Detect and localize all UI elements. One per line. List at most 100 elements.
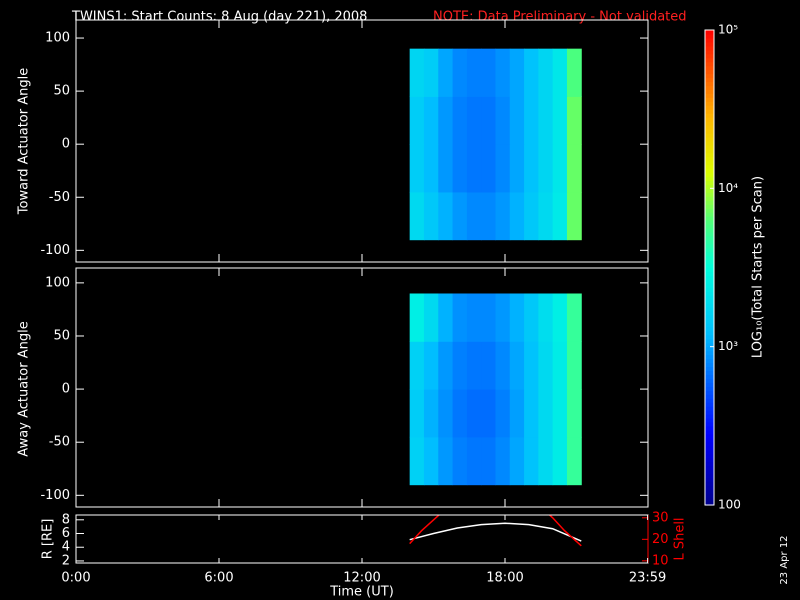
y-tick-label: -50 <box>49 190 70 205</box>
colorbar-swatch <box>705 501 714 506</box>
colorbar-swatch <box>705 227 714 233</box>
colorbar-swatch <box>705 49 714 55</box>
colorbar-swatch <box>705 152 714 158</box>
colorbar-swatch <box>705 437 714 443</box>
colorbar-swatch <box>705 425 714 431</box>
y2-tick-label: 20 <box>652 532 669 547</box>
colorbar-swatch <box>705 307 714 312</box>
heatmap-cell <box>452 48 468 97</box>
colorbar-swatch <box>705 362 714 368</box>
colorbar-swatch <box>705 168 714 174</box>
heatmap-cell <box>538 341 554 390</box>
y-tick-label: 8 <box>62 512 70 527</box>
colorbar-swatch <box>705 41 714 47</box>
heatmap-cell <box>495 191 511 241</box>
colorbar-swatch <box>705 410 714 415</box>
heatmap-cell <box>566 96 582 145</box>
heatmap-cell <box>466 96 482 145</box>
colorbar-swatch <box>705 275 714 280</box>
colorbar-swatch <box>705 497 714 502</box>
heatmap-cell <box>423 293 439 342</box>
heatmap-cell <box>509 436 525 486</box>
colorbar-swatch <box>705 315 714 320</box>
heatmap-cell <box>538 293 554 342</box>
x-tick-label: 23:59 <box>629 571 666 586</box>
heatmap-cell <box>466 293 482 342</box>
colorbar-swatch <box>705 223 714 229</box>
heatmap-cell <box>481 191 496 241</box>
y-tick-label: -50 <box>49 435 70 450</box>
colorbar-swatch <box>705 212 714 217</box>
colorbar-tick-label: 10³ <box>718 339 738 353</box>
heatmap-cell <box>423 436 439 486</box>
y-axis-label: Away Actuator Angle <box>17 321 32 456</box>
colorbar-swatch <box>705 378 714 383</box>
heatmap-cell <box>438 341 454 390</box>
colorbar-swatch <box>705 259 714 265</box>
colorbar-swatch <box>705 485 714 490</box>
colorbar-swatch <box>705 172 714 178</box>
heatmap-cell <box>481 96 496 145</box>
colorbar-swatch <box>705 85 714 90</box>
colorbar-swatch <box>705 406 714 411</box>
colorbar-swatch <box>705 342 714 348</box>
colorbar-swatch <box>705 473 714 478</box>
colorbar-swatch <box>705 61 714 67</box>
chart-title: TWINS1: Start Counts: 8 Aug (day 221), 2… <box>71 10 367 25</box>
y-tick-label: 0 <box>62 382 70 397</box>
heatmap-cell <box>538 191 554 241</box>
heatmap-cell <box>495 96 511 145</box>
y-tick-label: 100 <box>45 275 70 290</box>
heatmap-cell <box>495 436 511 486</box>
x-tick-label: 12:00 <box>343 571 380 586</box>
y-tick-label: 4 <box>62 540 70 555</box>
heatmap-cell <box>552 293 568 342</box>
colorbar-swatch <box>705 231 714 237</box>
heatmap-cell <box>466 389 482 438</box>
colorbar-swatch <box>705 461 714 467</box>
colorbar-swatch <box>705 493 714 498</box>
colorbar-swatch <box>705 326 714 332</box>
y-tick-label: -100 <box>40 243 70 258</box>
colorbar-swatch <box>705 330 714 336</box>
colorbar-swatch <box>705 235 714 241</box>
colorbar-swatch <box>705 176 714 182</box>
chart-note: NOTE: Data Preliminary - Not validated <box>433 10 687 25</box>
colorbar-swatch <box>705 453 714 459</box>
heatmap-cell <box>538 436 554 486</box>
heatmap-cell <box>495 48 511 97</box>
colorbar-swatch <box>705 164 714 170</box>
colorbar-swatch <box>705 318 714 324</box>
colorbar-swatch <box>705 366 714 372</box>
colorbar-swatch <box>705 255 714 261</box>
colorbar-swatch <box>705 196 714 201</box>
colorbar-swatch <box>705 192 714 197</box>
colorbar-swatch <box>705 97 714 102</box>
heatmap-cell <box>538 96 554 145</box>
colorbar-swatch <box>705 81 714 87</box>
heatmap-cell <box>524 389 539 438</box>
colorbar-swatch <box>705 322 714 328</box>
heatmap-cell <box>509 191 525 241</box>
colorbar-swatch <box>705 93 714 98</box>
heatmap-cell <box>552 144 568 193</box>
colorbar-swatch <box>705 441 714 447</box>
colorbar-swatch <box>705 413 714 419</box>
y2-tick-label: 10 <box>652 553 669 568</box>
colorbar-swatch <box>705 295 714 300</box>
heatmap-cell <box>409 436 425 486</box>
heatmap-cell <box>423 96 439 145</box>
heatmap-cell <box>524 341 539 390</box>
heatmap-cell <box>509 96 525 145</box>
y2-tick-label: 30 <box>652 510 669 525</box>
colorbar-swatch <box>705 53 714 59</box>
colorbar-swatch <box>705 358 714 364</box>
x-tick-label: 18:00 <box>486 571 523 586</box>
heatmap-cell <box>409 341 425 390</box>
heatmap-cell <box>438 436 454 486</box>
y-tick-label: 2 <box>62 553 70 568</box>
heatmap-cell <box>509 389 525 438</box>
heatmap-cell <box>452 436 468 486</box>
colorbar-swatch <box>705 69 714 75</box>
line-series <box>409 515 582 547</box>
